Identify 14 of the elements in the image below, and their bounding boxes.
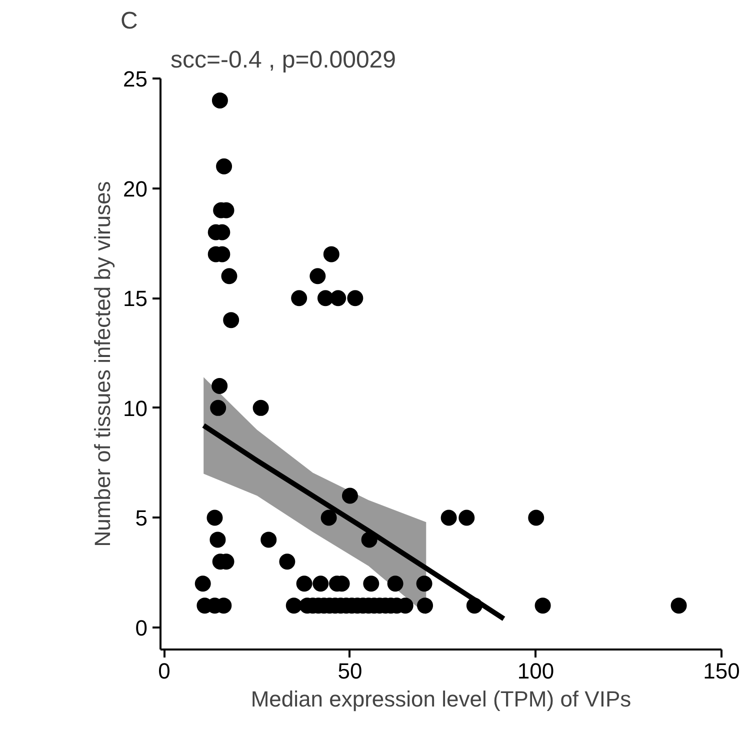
y-tick-label: 0	[135, 616, 148, 641]
text: scc=-0.4 , p=0.00029	[170, 46, 396, 74]
x-axis-title: Median expression level (TPM) of VIPs	[250, 686, 632, 712]
y-tick-label: 25	[123, 66, 148, 92]
y-tick-label: 15	[123, 286, 148, 312]
y-tick-label: 20	[123, 176, 148, 202]
y-tick-label: 10	[123, 396, 148, 421]
y-axis-title: Number of tissues infected by viruses	[90, 181, 116, 547]
text: C	[120, 8, 138, 34]
x-tick-label: 0	[158, 658, 170, 684]
x-tick-label: 50	[338, 658, 362, 684]
x-tick-label: 100	[517, 658, 554, 684]
y-tick-label: 5	[135, 506, 148, 531]
x-tick-label: 150	[703, 658, 740, 684]
